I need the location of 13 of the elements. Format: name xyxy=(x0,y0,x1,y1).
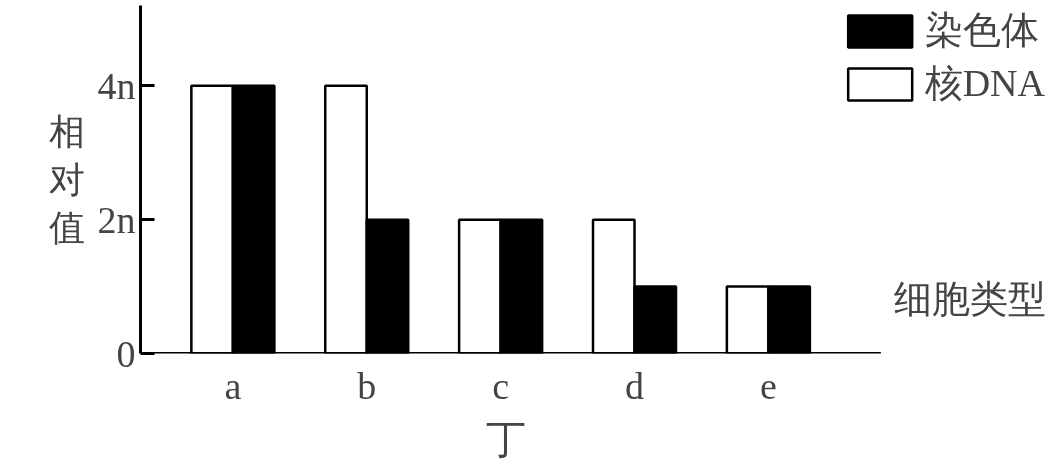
text: 丁 xyxy=(485,416,526,462)
x-tick-label: d xyxy=(625,364,644,407)
x-tick-label: c xyxy=(492,364,510,407)
y-tick-label: 0 xyxy=(116,332,136,375)
x-axis-title: 细胞类型 xyxy=(893,278,1046,321)
legend-label: 染色体 xyxy=(924,8,1039,53)
y-tick-label: 4n xyxy=(97,64,136,107)
legend-label: 核DNA xyxy=(924,61,1045,106)
x-tick-label: e xyxy=(759,364,777,407)
y-tick-label: 2n xyxy=(97,198,136,241)
y-axis-title: 相对值 xyxy=(48,111,85,248)
x-tick-label: a xyxy=(224,364,242,407)
x-tick-label: b xyxy=(357,364,377,407)
